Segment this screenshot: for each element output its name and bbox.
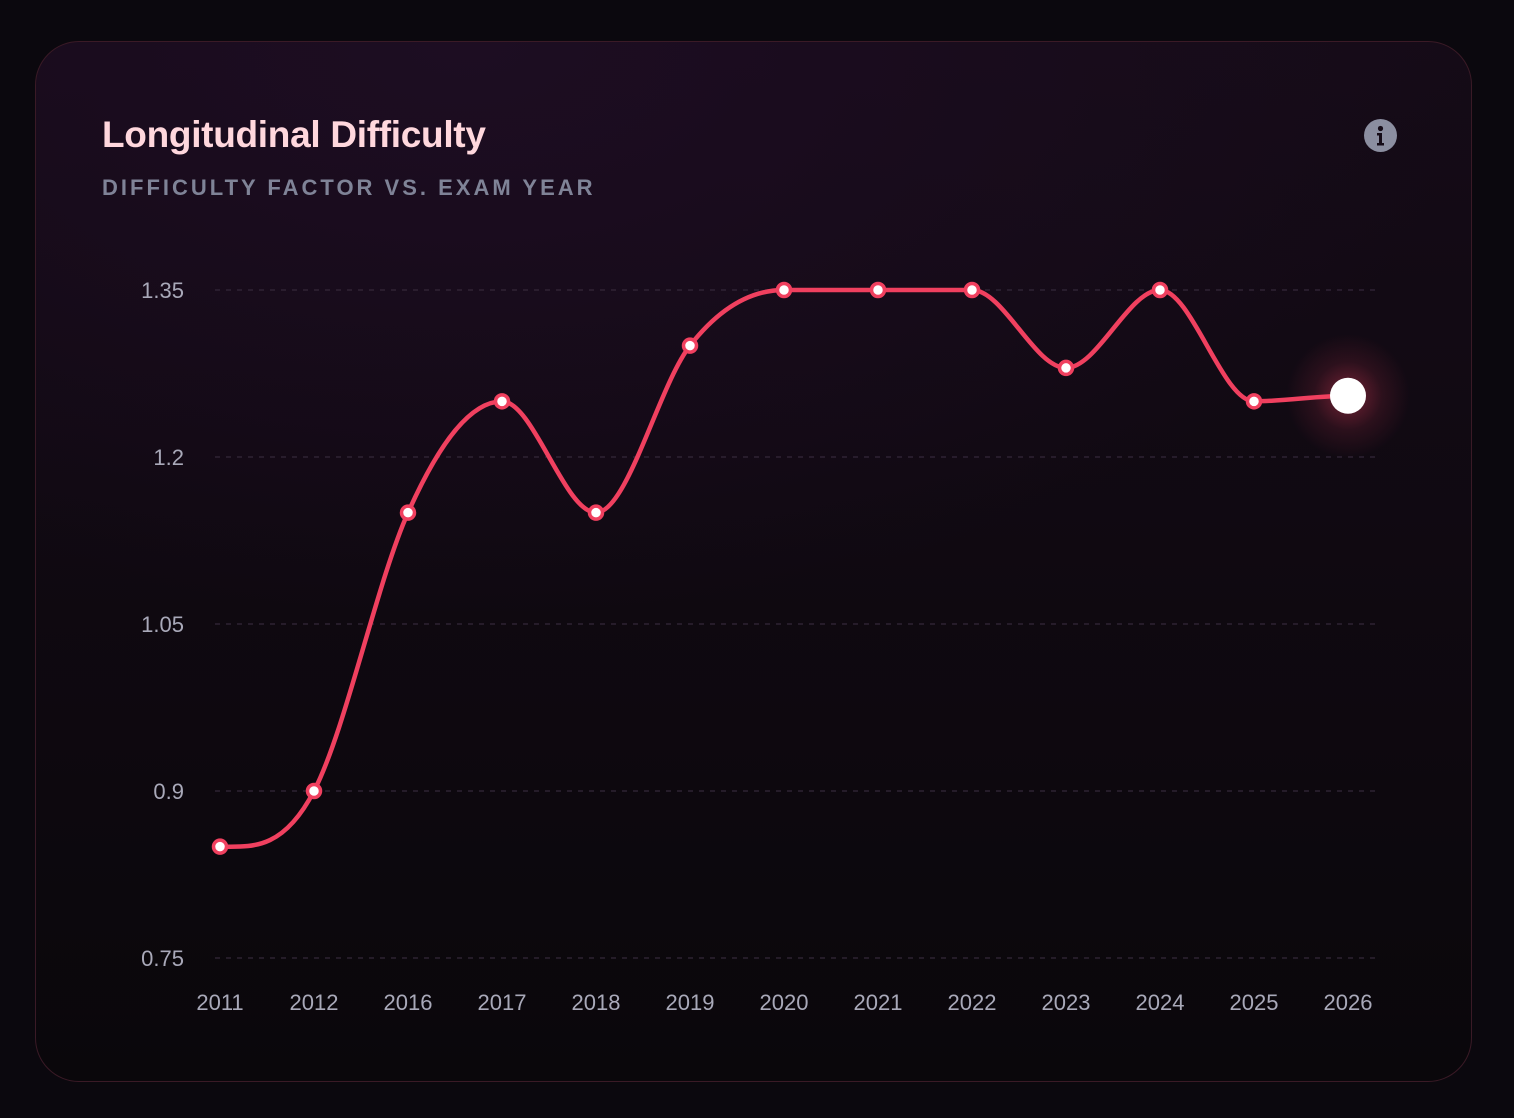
x-tick-label: 2023 (1042, 990, 1091, 1015)
series-points-layer (211, 281, 1410, 855)
x-axis-ticks: 2011 2012 2016 2017 2018 2019 2020 2021 2022 2023… (196, 990, 1372, 1015)
x-tick-label: 2017 (478, 990, 527, 1015)
data-point[interactable] (211, 838, 229, 855)
chart-card: Longitudinal Difficulty DIFFICULTY FACTO… (35, 41, 1472, 1082)
grid-layer (215, 289, 1380, 959)
data-point[interactable] (775, 281, 793, 299)
data-point[interactable] (1151, 281, 1169, 299)
x-tick-label: 2021 (854, 990, 903, 1015)
info-icon[interactable] (1364, 119, 1397, 152)
data-point[interactable] (493, 393, 511, 410)
data-point[interactable] (305, 782, 323, 800)
chart-subtitle: DIFFICULTY FACTOR VS. EXAM YEAR (102, 175, 596, 200)
chart-title: Longitudinal Difficulty (102, 114, 486, 155)
x-tick-label: 2022 (948, 990, 997, 1015)
y-tick-label: 1.2 (153, 445, 184, 470)
x-tick-label: 2019 (666, 990, 715, 1015)
x-tick-label: 2020 (760, 990, 809, 1015)
data-point[interactable] (399, 504, 417, 521)
x-tick-label: 2025 (1230, 990, 1279, 1015)
x-tick-label: 2024 (1136, 990, 1185, 1015)
data-point-highlight[interactable] (1330, 377, 1366, 414)
y-tick-label: 1.35 (141, 278, 184, 303)
data-point[interactable] (963, 281, 981, 299)
y-tick-label: 0.75 (141, 946, 184, 971)
y-tick-label: 1.05 (141, 612, 184, 637)
data-point[interactable] (869, 281, 887, 299)
x-tick-label: 2018 (572, 990, 621, 1015)
x-tick-label: 2012 (290, 990, 339, 1015)
data-point[interactable] (681, 337, 699, 354)
data-point[interactable] (1057, 359, 1075, 377)
data-point[interactable] (587, 504, 605, 521)
x-tick-label: 2016 (384, 990, 433, 1015)
x-tick-label: 2011 (196, 990, 243, 1015)
series-line-difficulty (217, 287, 1351, 849)
x-tick-label: 2026 (1324, 990, 1373, 1015)
series-line-layer (217, 287, 1351, 849)
data-point[interactable] (1245, 393, 1263, 410)
y-axis-ticks: 0.75 0.9 1.05 1.2 1.35 (141, 278, 184, 971)
y-tick-label: 0.9 (153, 779, 184, 804)
